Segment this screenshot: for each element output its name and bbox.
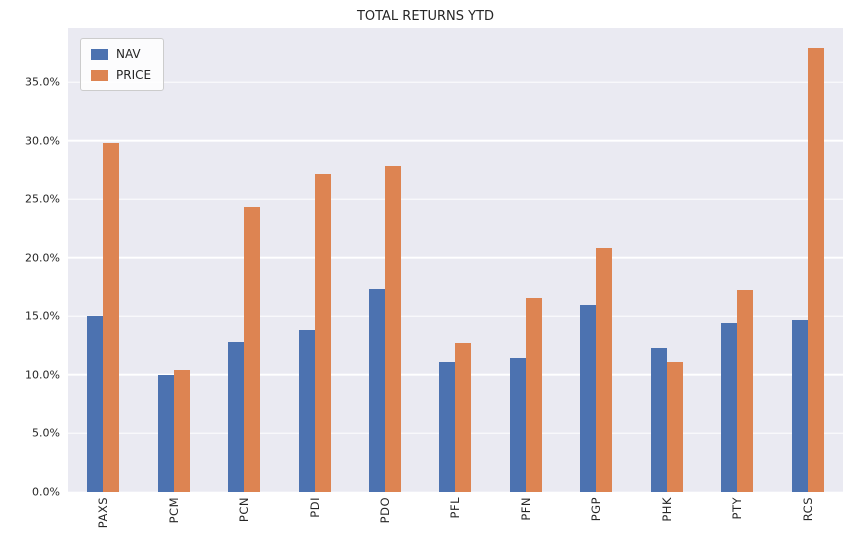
y-tick-label: 0.0% <box>32 485 60 499</box>
bar-group-pcn <box>209 28 279 492</box>
y-tick-label: 35.0% <box>25 75 60 89</box>
x-tick-cell: PCM <box>138 492 208 554</box>
x-tick-label: PFL <box>448 497 463 519</box>
legend: NAV PRICE <box>80 38 165 91</box>
x-tick-cell: PHK <box>632 492 702 554</box>
x-tick-cell: PFL <box>420 492 490 554</box>
gridline <box>68 315 843 317</box>
x-tick-cell: RCS <box>773 492 843 554</box>
legend-label: PRICE <box>116 68 152 82</box>
x-tick-label: PCN <box>237 497 252 523</box>
bar-nav-pdo <box>369 289 386 492</box>
x-tick-label: PDO <box>378 497 393 524</box>
legend-swatch-nav <box>91 48 108 60</box>
x-tick-label: PHK <box>659 497 674 522</box>
bar-nav-pfl <box>439 361 456 492</box>
bar-price-paxs <box>103 142 120 492</box>
y-tick-label: 15.0% <box>25 309 60 323</box>
x-axis: PAXS PCM PCN PDI PDO PFL PFN PGP PHK PTY RCS <box>68 492 843 554</box>
bar-nav-phk <box>650 347 667 492</box>
bar-price-pgp <box>596 248 613 492</box>
x-tick-label: RCS <box>800 497 815 522</box>
bar-price-pfn <box>525 297 542 492</box>
bar-price-pfl <box>455 343 472 492</box>
legend-item-nav: NAV <box>91 47 151 61</box>
bar-group-pdo <box>350 28 420 492</box>
bar-nav-pty <box>721 323 738 492</box>
y-tick-label: 10.0% <box>25 368 60 382</box>
bar-group-rcs <box>773 28 843 492</box>
plot-wrap: NAV PRICE PAXS PCM PCN PDI PDO PFL PFN PGP PHK PTY… <box>68 28 843 554</box>
x-tick-label: PFN <box>518 497 533 521</box>
x-tick-cell: PDI <box>279 492 349 554</box>
bar-nav-pcn <box>228 342 245 492</box>
bar-group-phk <box>632 28 702 492</box>
x-tick-cell: PDO <box>350 492 420 554</box>
bar-price-rcs <box>807 47 824 492</box>
y-tick-label: 5.0% <box>32 426 60 440</box>
plot-area: NAV PRICE <box>68 28 843 492</box>
bar-price-pdo <box>385 166 402 492</box>
bar-group-pcm <box>138 28 208 492</box>
bar-group-pgp <box>561 28 631 492</box>
x-tick-label: PAXS <box>96 497 111 529</box>
x-tick-label: PDI <box>307 497 322 518</box>
chart-title: TOTAL RETURNS YTD <box>356 9 495 24</box>
x-tick-label: PTY <box>730 497 745 520</box>
legend-item-price: PRICE <box>91 68 151 82</box>
bar-group-pfn <box>491 28 561 492</box>
bar-groups <box>68 28 843 492</box>
bar-group-pty <box>702 28 772 492</box>
x-tick-cell: PGP <box>561 492 631 554</box>
x-tick-cell: PTY <box>702 492 772 554</box>
legend-label: NAV <box>116 47 141 61</box>
gridline <box>68 81 843 83</box>
bar-price-pcm <box>173 370 190 492</box>
bar-group-pfl <box>420 28 490 492</box>
bar-group-pdi <box>279 28 349 492</box>
gridline <box>68 256 843 259</box>
y-tick-label: 25.0% <box>25 192 60 206</box>
x-tick-cell: PAXS <box>68 492 138 554</box>
x-tick-label: PGP <box>589 497 604 522</box>
bar-price-pcn <box>244 207 261 492</box>
bar-nav-pgp <box>580 304 597 492</box>
bar-group-paxs <box>68 28 138 492</box>
x-tick-cell: PCN <box>209 492 279 554</box>
y-tick-label: 30.0% <box>25 134 60 147</box>
y-tick-label: 20.0% <box>25 251 60 265</box>
x-tick-label: PCM <box>166 497 181 524</box>
legend-swatch-price <box>91 69 108 81</box>
bar-price-phk <box>666 361 683 492</box>
gridline <box>68 139 843 142</box>
bar-nav-rcs <box>791 319 808 492</box>
bar-price-pdi <box>314 174 331 492</box>
y-axis: 0.0% 5.0% 10.0% 15.0% 20.0% 25.0% 30.0% 35.0% <box>0 28 68 498</box>
bar-price-pty <box>737 290 754 492</box>
x-tick-cell: PFN <box>491 492 561 554</box>
bar-nav-pdi <box>298 330 315 492</box>
bar-nav-paxs <box>87 316 104 492</box>
bar-nav-pfn <box>509 358 526 492</box>
bar-nav-pcm <box>157 374 174 492</box>
chart-body: 0.0% 5.0% 10.0% 15.0% 20.0% 25.0% 30.0% 35.0% N… <box>0 28 851 554</box>
gridline <box>68 198 843 200</box>
